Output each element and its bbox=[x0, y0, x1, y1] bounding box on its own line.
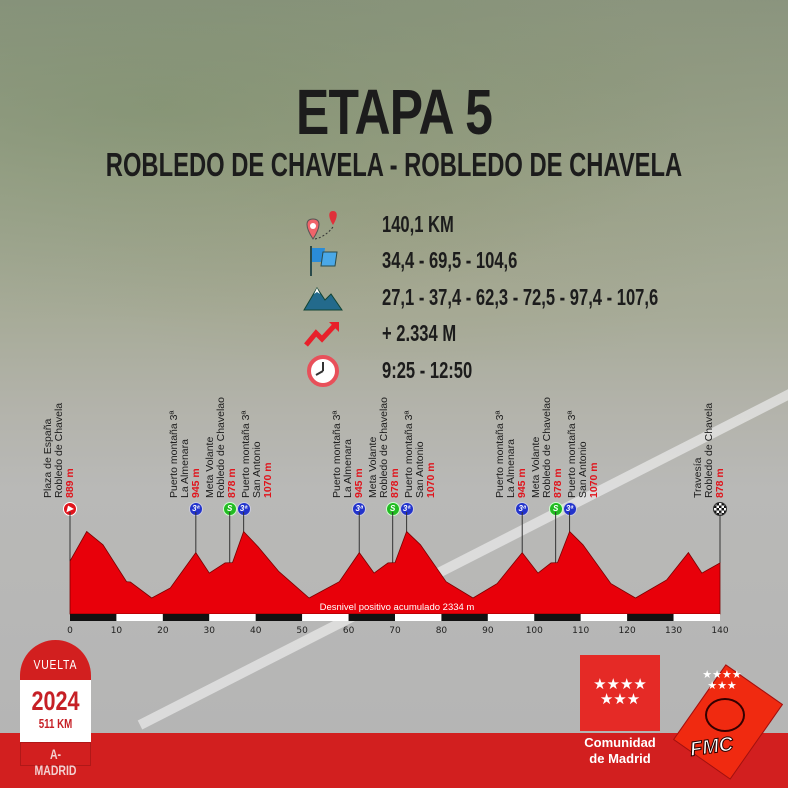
stars-icon: ★★★★ ★★★ bbox=[702, 669, 742, 692]
info-text: + 2.334 M bbox=[382, 320, 457, 346]
distance-scale-segment bbox=[70, 614, 117, 621]
distance-scale-segment bbox=[395, 614, 442, 621]
info-text: 9:25 - 12:50 bbox=[382, 356, 473, 383]
elevation-area bbox=[69, 530, 721, 615]
x-tick-label: 80 bbox=[436, 626, 448, 636]
vuelta-badge: VUELTA 2024 511 KM A-MADRID bbox=[20, 640, 91, 778]
distance-scale-segment bbox=[627, 614, 674, 621]
badge-distance: 511 KM bbox=[38, 716, 73, 731]
x-tick-label: 120 bbox=[619, 626, 636, 636]
comunidad-madrid-logo: ★★★★ ★★★ Comunidad de Madrid bbox=[580, 655, 660, 773]
distance-scale-segment bbox=[348, 614, 395, 621]
info-text: 34,4 - 69,5 - 104,6 bbox=[382, 247, 518, 273]
info-text: 27,1 - 37,4 - 62,3 - 72,5 - 97,4 - 107,6 bbox=[382, 283, 659, 310]
clock-icon bbox=[300, 353, 346, 387]
stage-title: ETAPA 5 bbox=[295, 76, 493, 148]
info-row: 140,1 KM bbox=[300, 206, 454, 242]
x-tick-label: 70 bbox=[389, 626, 401, 636]
distance-scale-segment bbox=[255, 614, 303, 621]
distance-scale-segment bbox=[673, 614, 720, 621]
fmc-logo: ★★★★ ★★★ FMC bbox=[672, 664, 784, 780]
madrid-text: de Madrid bbox=[589, 751, 651, 766]
vuelta-brand: VUELTA bbox=[33, 656, 78, 672]
distance-scale-segment bbox=[441, 614, 488, 621]
mountain-icon bbox=[300, 280, 346, 314]
distance-scale-segment bbox=[116, 614, 163, 621]
x-tick-label: 90 bbox=[482, 626, 494, 636]
kom-icon: 3ª bbox=[399, 502, 414, 516]
x-tick-label: 10 bbox=[111, 626, 123, 636]
x-tick-label: 60 bbox=[343, 626, 355, 636]
distance-scale-segment bbox=[580, 614, 628, 621]
x-tick-label: 0 bbox=[67, 626, 73, 636]
distance-scale-segment bbox=[302, 614, 349, 621]
x-tick-label: 20 bbox=[157, 626, 169, 636]
x-tick-label: 30 bbox=[204, 626, 216, 636]
x-tick-label: 130 bbox=[665, 626, 682, 636]
distance-scale-segment bbox=[534, 614, 581, 621]
distance-scale-segment bbox=[209, 614, 256, 621]
background-photo bbox=[0, 0, 788, 360]
info-row: 34,4 - 69,5 - 104,6 bbox=[300, 243, 517, 279]
distance-scale-segment bbox=[487, 614, 535, 621]
info-row: + 2.334 M bbox=[300, 316, 456, 352]
badge-year: 2024 bbox=[31, 686, 80, 716]
stage-route: ROBLEDO DE CHAVELA - ROBLEDO DE CHAVELA bbox=[105, 146, 683, 183]
comunidad-text: Comunidad bbox=[584, 735, 656, 750]
x-tick-label: 50 bbox=[296, 626, 308, 636]
x-tick-label: 40 bbox=[250, 626, 262, 636]
info-row: 9:25 - 12:50 bbox=[300, 352, 472, 388]
distance-scale-segment bbox=[162, 614, 210, 621]
x-tick-label: 110 bbox=[572, 626, 589, 636]
info-text: 140,1 KM bbox=[382, 210, 454, 237]
sprint-flag-icon bbox=[300, 244, 346, 278]
stars-icon: ★★★★ ★★★ bbox=[580, 655, 660, 731]
cyclist-icon bbox=[705, 698, 745, 732]
info-row: 27,1 - 37,4 - 62,3 - 72,5 - 97,4 - 107,6 bbox=[300, 279, 658, 315]
x-tick-label: 100 bbox=[526, 626, 543, 636]
total-climb-annotation: Desnivel positivo acumulado 2334 m bbox=[320, 602, 475, 613]
elevation-gain-icon bbox=[300, 317, 346, 351]
badge-name: A-MADRID bbox=[34, 746, 77, 778]
start-icon: ▶ bbox=[63, 502, 77, 516]
footer-band bbox=[0, 733, 788, 788]
x-tick-label: 140 bbox=[711, 626, 728, 636]
route-pin-icon bbox=[300, 207, 346, 241]
